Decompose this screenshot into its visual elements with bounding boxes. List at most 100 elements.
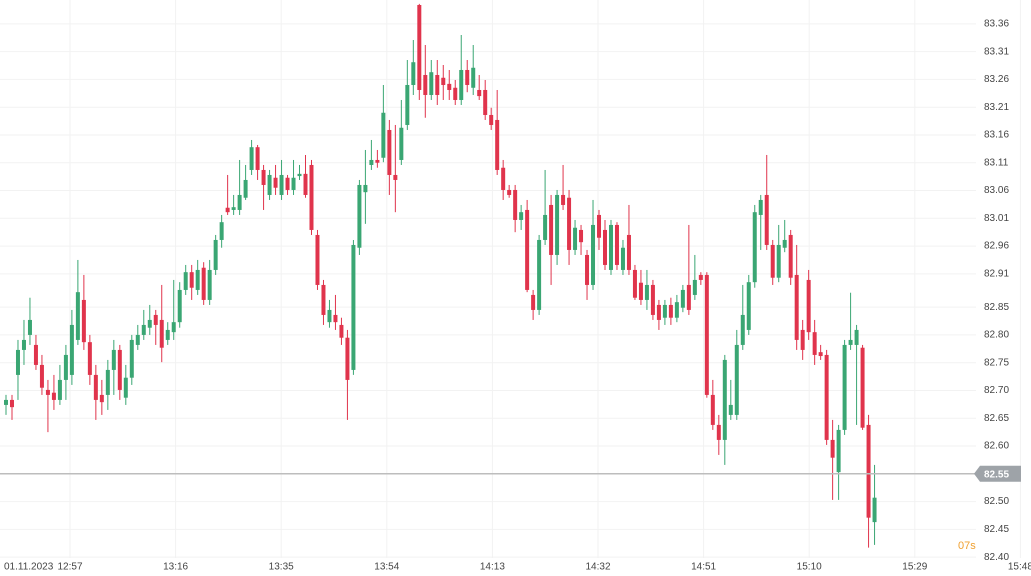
candle-body: [710, 394, 715, 425]
y-tick-label: 82.91: [984, 268, 1009, 279]
candle-body: [45, 389, 50, 395]
candle-body: [183, 272, 188, 290]
x-tick-label: 14:51: [691, 562, 716, 573]
candle-body: [686, 284, 691, 310]
candle-body: [567, 197, 572, 250]
y-tick-label: 82.80: [984, 330, 1009, 341]
candle-body: [608, 224, 613, 270]
countdown: 07s: [958, 540, 976, 552]
candle-body: [501, 167, 506, 190]
candle-body: [561, 194, 566, 205]
x-tick-label: 13:16: [163, 562, 188, 573]
candle-body: [453, 87, 458, 100]
y-tick-label: 83.26: [984, 74, 1009, 85]
candle-body: [842, 344, 847, 430]
candle-body: [489, 114, 494, 125]
candle-body: [93, 374, 98, 400]
candle-body: [752, 212, 757, 283]
candle-body: [21, 339, 26, 350]
y-tick-label: 82.70: [984, 385, 1009, 396]
candle-body: [603, 229, 607, 265]
candle-body: [812, 332, 817, 355]
candle-body: [255, 147, 260, 170]
candle-body: [261, 169, 266, 185]
candle-body: [231, 207, 236, 210]
candle-body: [129, 339, 134, 378]
candle-body: [573, 227, 578, 250]
candle-body: [740, 314, 745, 345]
price-tag: [974, 465, 1021, 482]
candle-body: [722, 359, 727, 440]
candle-body: [273, 177, 278, 188]
candle-body: [423, 74, 428, 95]
candle-body: [141, 324, 146, 335]
candle-body: [495, 119, 500, 170]
candle-body: [513, 189, 518, 220]
candle-body: [117, 349, 122, 390]
y-tick-label: 82.65: [984, 413, 1009, 424]
candle-body: [33, 344, 38, 365]
candle-body: [369, 159, 374, 165]
candle-body: [195, 269, 200, 290]
candle-body: [345, 337, 350, 380]
candle-body: [585, 254, 590, 285]
candle-body: [333, 314, 338, 323]
candle-body: [429, 72, 434, 95]
candle-body: [27, 319, 32, 335]
candle-body: [471, 67, 476, 88]
candle-body: [291, 177, 296, 190]
candle-body: [824, 354, 829, 440]
candle-body: [399, 127, 404, 160]
candle-body: [213, 239, 218, 270]
candle-body: [794, 274, 799, 340]
x-tick-label: 15:48: [1008, 562, 1031, 573]
y-tick-label: 82.85: [984, 302, 1009, 313]
candle-body: [597, 214, 602, 238]
candle-body: [153, 314, 158, 325]
candle-body: [165, 329, 170, 340]
date-label: 01.11.2023: [4, 562, 54, 573]
candle-body: [680, 289, 685, 308]
candle-body: [15, 349, 20, 375]
candle-body: [225, 207, 230, 213]
candle-body: [644, 284, 649, 300]
candle-body: [758, 199, 763, 215]
y-tick-label: 82.75: [984, 357, 1009, 368]
candle-body: [776, 244, 781, 278]
candle-body: [315, 234, 320, 285]
candle-body: [782, 239, 787, 248]
candle-body: [201, 267, 206, 300]
candle-body: [734, 344, 739, 415]
candle-body: [321, 284, 326, 315]
candle-body: [830, 439, 835, 458]
y-tick-label: 83.21: [984, 102, 1009, 113]
candle-body: [81, 299, 86, 343]
candle-body: [57, 379, 62, 400]
candle-body: [99, 394, 104, 403]
candle-body: [459, 69, 464, 100]
candle-body: [111, 349, 116, 370]
candle-body: [4, 399, 8, 405]
candle-body: [351, 244, 356, 370]
candle-body: [764, 194, 769, 245]
candle-body: [728, 404, 733, 415]
candle-body: [626, 234, 631, 270]
candle-body: [123, 377, 128, 398]
candle-body: [63, 354, 68, 380]
candle-body: [279, 174, 284, 195]
candle-body: [662, 304, 667, 318]
candle-body: [537, 239, 542, 310]
candle-body: [507, 189, 512, 195]
candle-body: [249, 147, 254, 170]
candle-body: [698, 274, 703, 280]
candle-body: [543, 214, 548, 240]
y-tick-label: 83.11: [984, 157, 1009, 168]
candle-body: [159, 319, 164, 348]
candle-body: [135, 334, 140, 345]
candle-body: [716, 424, 721, 440]
candle-body: [105, 369, 110, 395]
candle-body: [525, 209, 530, 290]
candle-body: [770, 244, 775, 278]
candle-body: [363, 184, 368, 193]
